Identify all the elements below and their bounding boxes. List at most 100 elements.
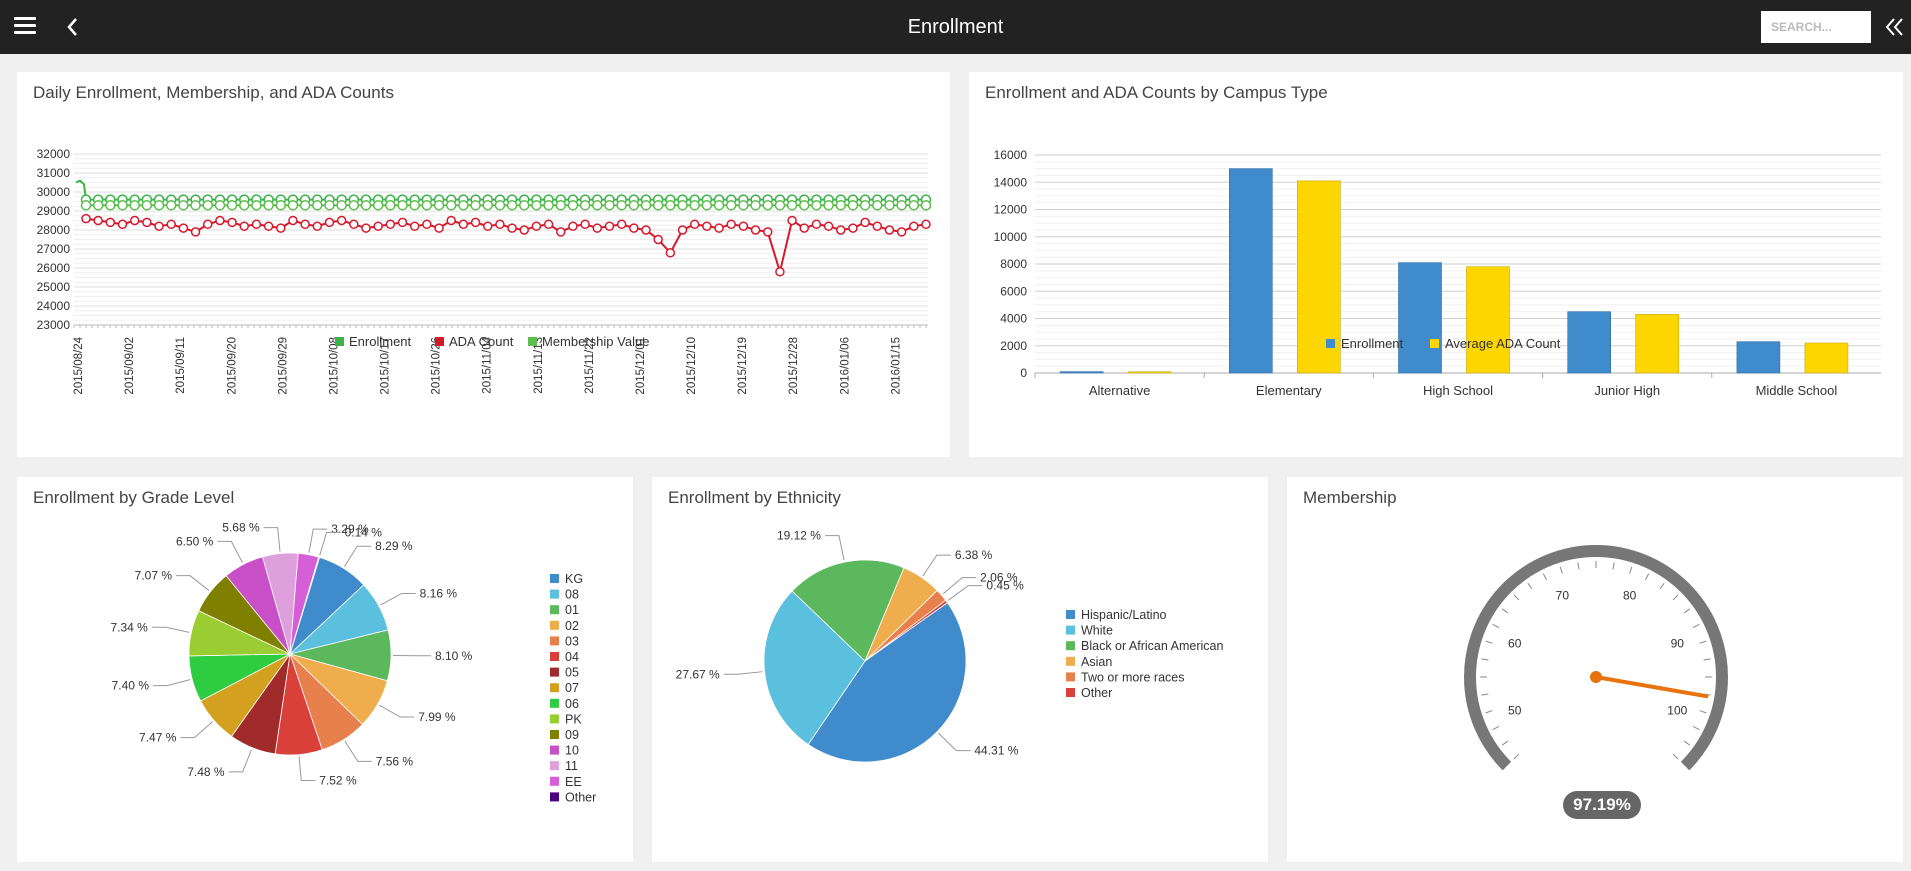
legend-swatch <box>550 745 559 755</box>
membership-point <box>628 200 640 211</box>
y-tick-label: 31000 <box>37 166 71 180</box>
membership-point <box>80 200 92 211</box>
ada-point <box>762 227 773 237</box>
pie-percent-label: 6.38 % <box>955 548 993 562</box>
pie-label-leader <box>344 545 372 567</box>
double-chevron-left-icon[interactable] <box>1883 14 1907 40</box>
y-tick-label: 26000 <box>37 261 71 275</box>
legend-swatch <box>1066 672 1075 682</box>
ada-point <box>556 227 566 237</box>
membership-point <box>324 200 335 211</box>
legend-label: Other <box>565 790 596 804</box>
x-tick-label: 2016/01/06 <box>839 337 851 395</box>
gauge-value-badge: 97.19% <box>1563 791 1641 819</box>
y-tick-label: 23000 <box>37 318 71 332</box>
x-tick-label: 2015/12/19 <box>737 337 749 395</box>
membership-point <box>336 200 347 211</box>
ada-point <box>823 221 834 231</box>
daily-line-chart: 32000 31000 30000 29000 28000 27000 26000 25000… <box>37 147 932 395</box>
membership-point <box>701 200 713 211</box>
y-tick-label: 24000 <box>37 299 71 313</box>
pie-label-leader <box>319 531 341 556</box>
ada-point <box>251 219 262 230</box>
legend-label: Asian <box>1081 655 1112 669</box>
ada-point <box>653 234 663 245</box>
membership-point <box>519 200 530 211</box>
membership-point <box>275 200 287 211</box>
pie-percent-label: 7.52 % <box>319 773 357 787</box>
ada-point <box>665 248 676 258</box>
gauge-tick-label: 50 <box>1508 704 1522 718</box>
membership-point <box>531 200 542 211</box>
ada-point <box>190 227 201 237</box>
membership-point <box>165 200 177 211</box>
pie-percent-label: 3.29 % <box>331 522 369 536</box>
ada-point <box>482 221 493 231</box>
ada-point <box>129 215 140 226</box>
chevron-left-icon[interactable] <box>62 14 84 40</box>
pie-slice-other <box>289 556 321 655</box>
legend-label: 07 <box>565 681 579 695</box>
ada-point <box>848 223 858 233</box>
membership-point <box>287 200 299 211</box>
membership-point <box>762 200 773 211</box>
pie-percent-label: 27.67 % <box>676 667 720 681</box>
membership-point <box>360 200 372 211</box>
membership-point <box>458 200 469 211</box>
membership-point <box>372 200 384 211</box>
ada-point <box>641 225 651 235</box>
x-tick-label: 2015/11/04 <box>482 336 494 393</box>
ada-point <box>750 225 761 235</box>
membership-point <box>226 200 238 211</box>
pie-label-leader <box>947 585 983 601</box>
ada-point <box>154 221 164 231</box>
ada-point <box>81 213 91 224</box>
pie-label-leader <box>180 721 213 739</box>
x-tick-label: 2015/12/28 <box>788 337 800 395</box>
gauge-tick <box>1672 753 1679 760</box>
legend-label: KG <box>565 572 583 586</box>
x-tick-label: 2015/09/20 <box>226 337 238 395</box>
ada-point <box>580 219 590 230</box>
pie-percent-label: 7.34 % <box>110 620 148 634</box>
pie-label-leader <box>308 528 328 553</box>
membership-point <box>604 200 615 211</box>
bar-average-ada-count <box>1635 314 1680 374</box>
gauge-needle <box>1594 675 1709 699</box>
pie-percent-label: 0.14 % <box>345 525 383 539</box>
legend-swatch <box>550 776 559 786</box>
ada-point <box>896 227 907 237</box>
membership-point <box>348 200 360 211</box>
gauge-tick <box>1542 573 1547 581</box>
pie-slice-white <box>763 590 866 746</box>
panel-title: Enrollment by Grade Level <box>33 488 235 507</box>
membership-point <box>884 200 895 211</box>
membership-point <box>786 200 798 211</box>
search-input[interactable] <box>1761 11 1871 43</box>
x-tick-label: 2015/09/02 <box>124 337 136 395</box>
ada-point <box>458 219 469 230</box>
pie-percent-label: 7.07 % <box>135 569 173 583</box>
membership-point <box>811 200 822 211</box>
membership-point <box>312 200 323 211</box>
ada-point <box>909 221 919 231</box>
x-category-label: Middle School <box>1756 383 1838 398</box>
y-tick-label: 2000 <box>1000 339 1027 353</box>
gauge-tick <box>1672 594 1679 601</box>
membership-point <box>713 200 725 211</box>
legend-label: 10 <box>565 744 579 758</box>
ada-point <box>312 221 323 231</box>
membership-point <box>129 200 140 211</box>
ada-point <box>215 215 225 226</box>
legend-swatch <box>1430 339 1439 348</box>
membership-point <box>677 200 688 211</box>
y-tick-label: 12000 <box>994 203 1028 217</box>
ada-point <box>738 221 749 231</box>
ada-point <box>787 215 797 226</box>
campus-type-panel: Enrollment and ADA Counts by Campus Type… <box>969 72 1903 457</box>
legend-swatch <box>550 683 559 693</box>
hamburger-menu-icon[interactable] <box>14 17 36 37</box>
ada-point <box>105 217 116 228</box>
ada-point <box>373 221 383 231</box>
x-tick-label: 2015/12/01 <box>635 337 647 395</box>
